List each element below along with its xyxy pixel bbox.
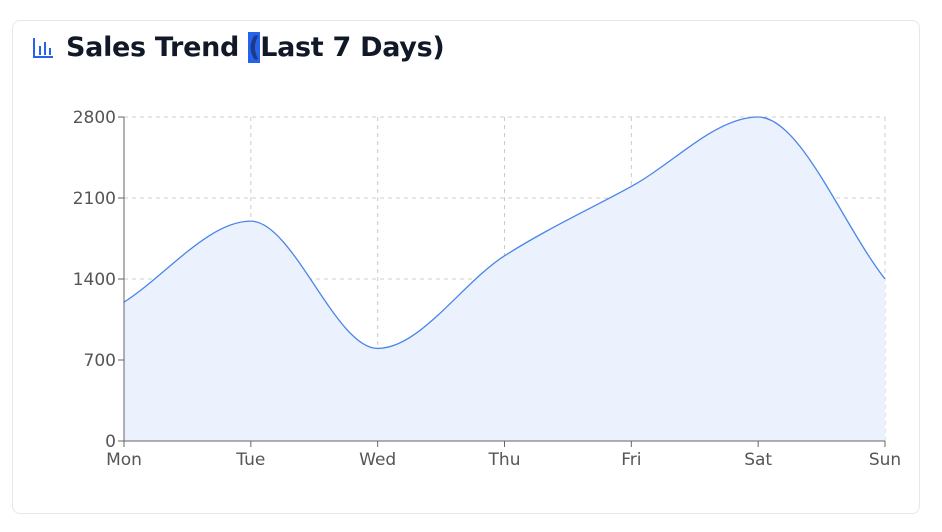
y-tick-label-0: 0 <box>105 432 116 452</box>
bar-chart-icon <box>33 37 53 58</box>
sales-line <box>123 116 886 350</box>
x-axis-ticks: Mon Tue Wed Thu Fri Sat Sun <box>106 441 901 470</box>
x-tick-label-thu: Thu <box>488 450 521 470</box>
page-title: Sales Trend (Last 7 Days) <box>66 32 445 63</box>
x-tick-label-wed: Wed <box>359 450 396 470</box>
y-tick-label-1: 700 <box>84 351 116 371</box>
y-tick-label-2: 1400 <box>73 270 116 290</box>
x-tick-label-sun: Sun <box>869 450 901 470</box>
x-tick-label-sat: Sat <box>744 450 772 470</box>
x-tick-label-tue: Tue <box>235 450 265 470</box>
title-text-end: Last 7 Days) <box>260 32 445 63</box>
sales-area-fill <box>124 117 885 441</box>
x-tick-label-fri: Fri <box>621 450 641 470</box>
title-text-start: Sales Trend <box>66 32 249 63</box>
x-tick-label-mon: Mon <box>106 450 142 470</box>
title-text-selection[interactable]: ( <box>248 32 261 63</box>
y-tick-label-3: 2100 <box>73 189 116 209</box>
chart-header: Sales Trend (Last 7 Days) <box>32 32 445 63</box>
y-tick-label-4: 2800 <box>73 108 116 128</box>
y-axis-ticks: 0 700 1400 2100 2800 <box>73 108 124 452</box>
